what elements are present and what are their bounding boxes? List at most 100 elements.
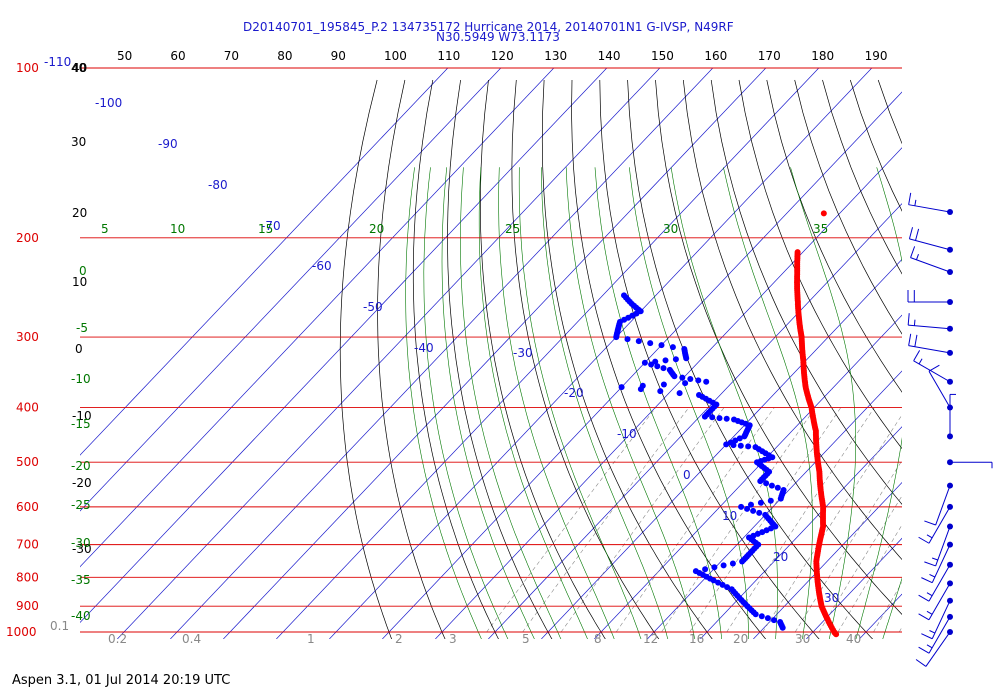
wind-barb-flag bbox=[918, 536, 930, 544]
top-axis-label: 180 bbox=[811, 49, 834, 63]
dry-adiabat-line bbox=[412, 79, 499, 639]
moist-adiabat-label: 5 bbox=[101, 222, 109, 236]
dry-adiabat-line bbox=[794, 79, 902, 335]
isotherm-line bbox=[594, 314, 902, 639]
dewpoint-point bbox=[687, 376, 694, 382]
moist-adiabat-label: 25 bbox=[505, 222, 520, 236]
isotherm-line bbox=[223, 68, 767, 639]
top-axis-label: 40 bbox=[72, 61, 87, 75]
isotherm-label: -100 bbox=[95, 96, 122, 110]
top-axis-label: 160 bbox=[704, 49, 727, 63]
isotherm-label: -40 bbox=[414, 341, 434, 355]
pressure-label: 500 bbox=[16, 455, 39, 469]
moist-adiabat-line bbox=[629, 167, 749, 639]
wind-barb bbox=[918, 613, 953, 654]
isotherm-label: -80 bbox=[208, 178, 228, 192]
moist-adiabat-line bbox=[541, 167, 669, 639]
dry-adiabat-label: -20 bbox=[72, 476, 92, 490]
dewpoint-point bbox=[764, 615, 771, 622]
wind-barb-flag bbox=[921, 633, 933, 640]
dewpoint-point bbox=[777, 495, 784, 502]
dry-adiabat-line bbox=[962, 80, 1000, 644]
dewpoint-point bbox=[613, 334, 620, 341]
dewpoint-point bbox=[654, 363, 661, 370]
isotherm-line bbox=[80, 68, 449, 456]
dewpoint-point bbox=[741, 433, 748, 440]
wind-barb-station-dot bbox=[947, 208, 953, 215]
dewpoint-point bbox=[703, 378, 710, 385]
dewpoint-point bbox=[715, 579, 722, 586]
isotherm-line bbox=[80, 68, 555, 568]
wind-barb-flag bbox=[907, 313, 910, 326]
sounding-id-title: D20140701_195845_P.2 134735172 Hurricane… bbox=[243, 20, 734, 34]
wind-barb-flag bbox=[908, 227, 914, 239]
isotherm-line bbox=[382, 91, 902, 639]
wind-barb-flag bbox=[915, 228, 920, 241]
wind-barb-station-dot bbox=[947, 325, 953, 332]
wind-barb-flag bbox=[921, 577, 933, 584]
top-axis-label: 60 bbox=[170, 49, 185, 63]
isotherm-line bbox=[806, 537, 902, 639]
dry-adiabat-line bbox=[738, 79, 902, 450]
dewpoint-point bbox=[771, 617, 777, 624]
dewpoint-point bbox=[683, 355, 690, 362]
isotherm-line bbox=[541, 258, 902, 639]
moist-adiabat-line bbox=[518, 167, 642, 639]
mixing-ratio-label: 30 bbox=[795, 632, 810, 646]
wind-barb-station-dot bbox=[947, 503, 953, 510]
wind-barb-staff bbox=[908, 345, 951, 354]
wind-barb-staff bbox=[928, 583, 951, 621]
moist-adiabat-line bbox=[670, 167, 778, 639]
moist-adiabat-label: -5 bbox=[76, 321, 88, 335]
wind-barb bbox=[918, 580, 953, 621]
dewpoint-point bbox=[736, 435, 743, 442]
isotherm-label: 20 bbox=[773, 550, 788, 564]
dewpoint-point bbox=[730, 442, 737, 449]
pressure-label: 400 bbox=[16, 401, 39, 415]
dewpoint-point bbox=[682, 380, 689, 387]
dewpoint-point bbox=[732, 437, 739, 444]
wind-barb-half-flag bbox=[929, 630, 936, 634]
mixing-ratio-label: 0.2 bbox=[108, 632, 127, 646]
mixing-ratio-line bbox=[560, 407, 725, 633]
mixing-ratio-line bbox=[522, 407, 690, 633]
isotherm-line bbox=[435, 147, 902, 639]
dry-adiabat-line bbox=[822, 79, 902, 275]
dewpoint-point bbox=[763, 480, 770, 487]
top-axis-label: 110 bbox=[437, 49, 460, 63]
dewpoint-point bbox=[716, 415, 723, 422]
moist-adiabat-line bbox=[882, 577, 902, 639]
wind-barb bbox=[908, 333, 953, 356]
wind-barb-flag bbox=[908, 192, 912, 205]
wind-barb-half-flag bbox=[931, 557, 938, 561]
mixing-ratio-line bbox=[486, 407, 656, 633]
wind-barb bbox=[908, 227, 953, 253]
wind-barb-flag bbox=[908, 333, 912, 346]
isotherm-line bbox=[276, 68, 820, 639]
moist-adiabat-line bbox=[460, 167, 562, 639]
wind-barb bbox=[947, 459, 993, 469]
wind-barb bbox=[918, 561, 953, 602]
wind-barb bbox=[921, 541, 953, 584]
dry-adiabat-line bbox=[849, 79, 902, 212]
isotherm-label: 10 bbox=[722, 509, 737, 523]
dewpoint-point bbox=[723, 415, 730, 422]
moist-adiabat-label: -20 bbox=[71, 459, 91, 473]
isotherm-label: -20 bbox=[564, 386, 584, 400]
dewpoint-point bbox=[695, 377, 702, 384]
top-axis-label: 170 bbox=[758, 49, 781, 63]
mixing-ratio-label: 5 bbox=[522, 632, 530, 646]
mixing-ratio-label: 40 bbox=[846, 632, 861, 646]
wind-barb-half-flag bbox=[926, 592, 933, 597]
dewpoint-point bbox=[624, 336, 631, 343]
dewpoint-point bbox=[618, 384, 625, 391]
dry-adiabat-line bbox=[766, 79, 902, 393]
moist-adiabat-label: -35 bbox=[71, 573, 91, 587]
moist-adiabat-label: -15 bbox=[71, 417, 91, 431]
dry-adiabat-line bbox=[627, 79, 874, 639]
dewpoint-point bbox=[701, 413, 708, 420]
wind-barb-staff bbox=[909, 238, 951, 251]
wind-barb-staff bbox=[928, 370, 951, 408]
moist-adiabat-label: -40 bbox=[71, 609, 91, 623]
